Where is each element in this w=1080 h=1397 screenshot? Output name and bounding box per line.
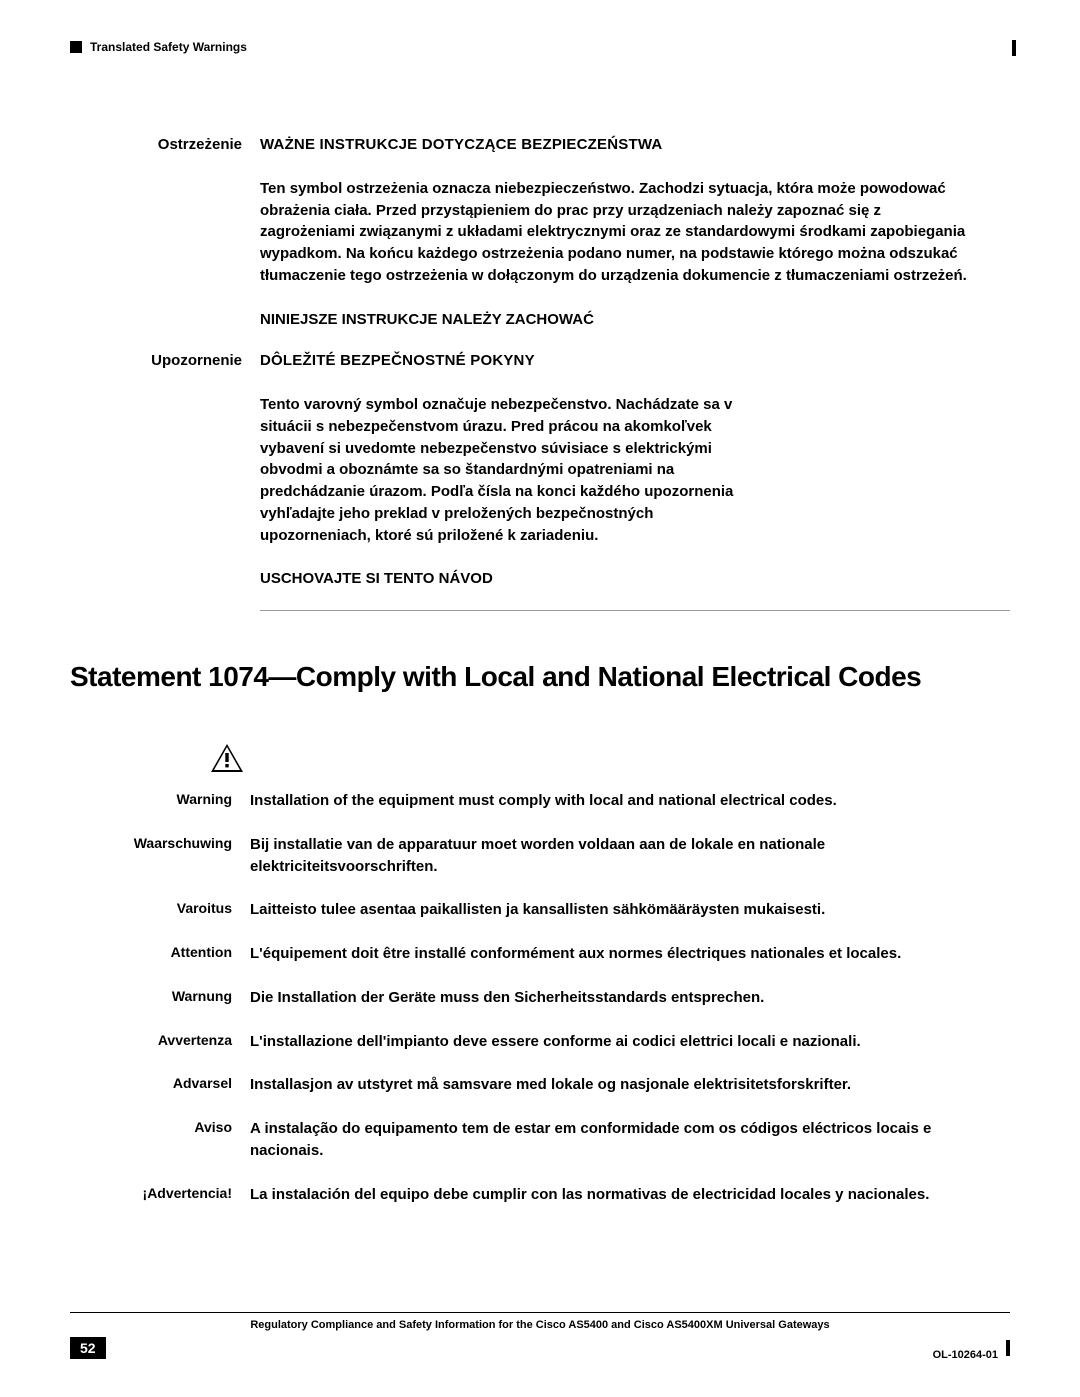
translated-warnings-block: Ostrzeżenie WAŻNE INSTRUKCJE DOTYCZĄCE B…	[70, 134, 1010, 611]
warning-row: VaroitusLaitteisto tulee asentaa paikall…	[70, 899, 1010, 921]
page-number-badge: 52	[70, 1337, 106, 1359]
warning-title: DÔLEŽITÉ BEZPEČNOSTNÉ POKYNY	[260, 350, 750, 372]
warning-text: Laitteisto tulee asentaa paikallisten ja…	[250, 899, 1010, 921]
warning-row: WarningInstallation of the equipment mus…	[70, 790, 1010, 812]
warning-row: WaarschuwingBij installatie van de appar…	[70, 834, 1010, 878]
warning-language-label: ¡Advertencia!	[70, 1184, 250, 1206]
warning-text: A instalação do equipamento tem de estar…	[250, 1118, 1010, 1162]
header-section-title: Translated Safety Warnings	[90, 40, 247, 54]
warning-row: AdvarselInstallasjon av utstyret må sams…	[70, 1074, 1010, 1096]
warning-text: Die Installation der Geräte muss den Sic…	[250, 987, 1010, 1009]
warning-body: Ten symbol ostrzeżenia oznacza niebezpie…	[260, 178, 980, 287]
warning-row: AvvertenzaL'installazione dell'impianto …	[70, 1031, 1010, 1053]
warning-label: Ostrzeżenie	[120, 134, 260, 330]
warning-text: Installasjon av utstyret må samsvare med…	[250, 1074, 1010, 1096]
warning-body: Tento varovný symbol označuje nebezpečen…	[260, 394, 750, 546]
warning-triangle-icon	[210, 743, 244, 773]
footer-doc-title: Regulatory Compliance and Safety Informa…	[0, 1319, 1080, 1331]
warning-language-label: Warnung	[70, 987, 250, 1009]
footer-doc-id: OL-10264-01	[933, 1335, 998, 1361]
warning-block-slovak: Upozornenie DÔLEŽITÉ BEZPEČNOSTNÉ POKYNY…	[70, 350, 1010, 590]
warning-row: AvisoA instalação do equipamento tem de …	[70, 1118, 1010, 1162]
warning-block-polish: Ostrzeżenie WAŻNE INSTRUKCJE DOTYCZĄCE B…	[70, 134, 1010, 330]
warning-row: ¡Advertencia!La instalación del equipo d…	[70, 1184, 1010, 1206]
warning-text: L'installazione dell'impianto deve esser…	[250, 1031, 1010, 1053]
warning-title: WAŻNE INSTRUKCJE DOTYCZĄCE BEZPIECZEŃSTW…	[260, 134, 980, 156]
warning-language-label: Advarsel	[70, 1074, 250, 1096]
page-number: 52	[70, 1337, 106, 1359]
warning-text: Bij installatie van de apparatuur moet w…	[250, 834, 1010, 878]
section-divider	[260, 610, 1010, 611]
warning-text: L'équipement doit être installé conformé…	[250, 943, 1010, 965]
warning-text: La instalación del equipo debe cumplir c…	[250, 1184, 1010, 1206]
warning-row: WarnungDie Installation der Geräte muss …	[70, 987, 1010, 1009]
warning-icon-row	[210, 743, 1010, 778]
warning-language-label: Aviso	[70, 1118, 250, 1162]
warning-row: AttentionL'équipement doit être installé…	[70, 943, 1010, 965]
crop-mark-bottom-right	[1006, 1340, 1010, 1356]
page-footer: Regulatory Compliance and Safety Informa…	[0, 1312, 1080, 1361]
warnings-list: WarningInstallation of the equipment mus…	[70, 790, 1010, 1205]
statement-heading: Statement 1074—Comply with Local and Nat…	[70, 661, 1010, 693]
warning-save: USCHOVAJTE SI TENTO NÁVOD	[260, 568, 750, 590]
warning-save: NINIEJSZE INSTRUKCJE NALEŻY ZACHOWAĆ	[260, 309, 980, 331]
warning-text: Installation of the equipment must compl…	[250, 790, 1010, 812]
warning-label: Upozornenie	[120, 350, 260, 590]
warning-language-label: Warning	[70, 790, 250, 812]
footer-rule	[70, 1312, 1010, 1313]
warning-language-label: Attention	[70, 943, 250, 965]
running-header: Translated Safety Warnings	[70, 40, 1010, 54]
warning-language-label: Varoitus	[70, 899, 250, 921]
header-bullet	[70, 41, 82, 53]
crop-mark-top-right	[1012, 40, 1016, 56]
warning-language-label: Avvertenza	[70, 1031, 250, 1053]
warning-language-label: Waarschuwing	[70, 834, 250, 878]
